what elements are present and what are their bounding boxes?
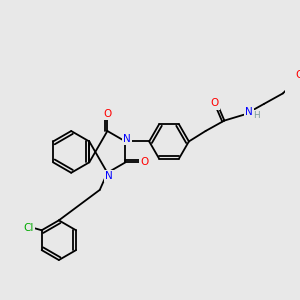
Text: N: N (124, 134, 131, 144)
Text: O: O (140, 157, 148, 167)
Text: O: O (211, 98, 219, 109)
Text: N: N (105, 171, 113, 181)
Text: N: N (245, 107, 253, 117)
Text: H: H (253, 111, 260, 120)
Text: O: O (295, 70, 300, 80)
Text: Cl: Cl (23, 224, 34, 233)
Text: O: O (103, 109, 112, 119)
